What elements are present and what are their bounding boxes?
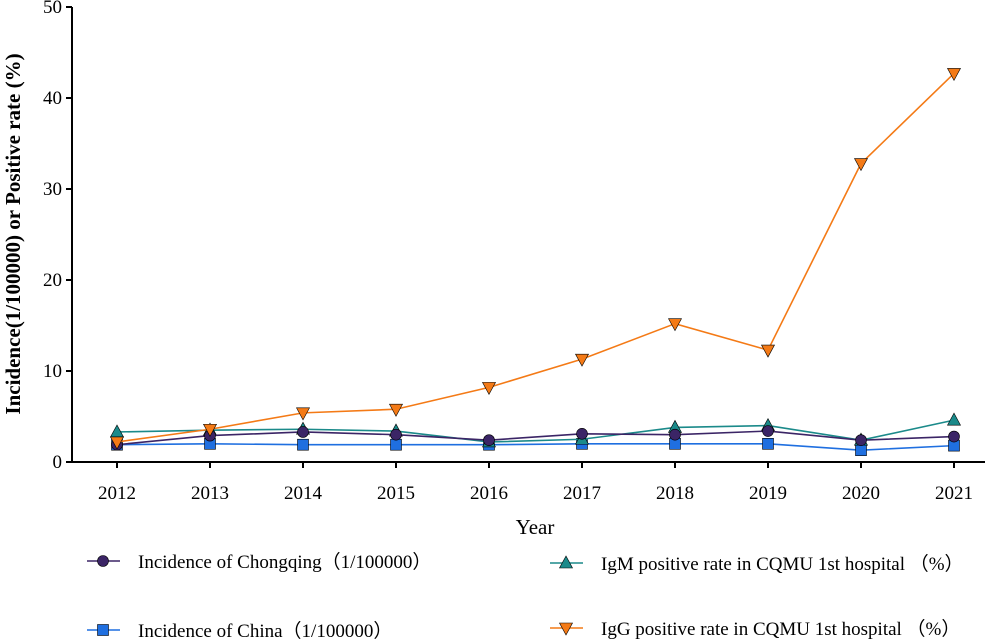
legend-marker — [97, 624, 109, 636]
series-line — [116, 442, 955, 451]
x-tick-label: 2014 — [284, 483, 323, 504]
y-tick-label: 30 — [43, 179, 62, 200]
data-point — [946, 68, 962, 82]
data-point — [853, 158, 869, 172]
data-point — [762, 425, 774, 437]
x-tick-label: 2012 — [98, 483, 136, 504]
data-point — [297, 438, 309, 451]
data-point — [388, 403, 404, 417]
data-point — [948, 430, 960, 443]
y-tick-label: 40 — [43, 88, 62, 109]
legend-label: Incidence of China（1/100000） — [138, 620, 392, 642]
x-tick-label: 2013 — [191, 483, 229, 504]
data-point — [390, 438, 402, 451]
y-tick-label: 0 — [53, 452, 63, 473]
x-tick-label: 2015 — [377, 483, 415, 504]
data-point — [669, 428, 681, 441]
data-point — [295, 407, 311, 421]
y-tick-label: 10 — [43, 361, 62, 382]
y-tick-label: 50 — [43, 0, 62, 18]
series-line — [116, 430, 955, 446]
legend-item: Incidence of Chongqing（1/100000） — [87, 551, 431, 573]
data-point — [855, 434, 867, 446]
axes: 0 10 20 30 40 50 2012 2013 2014 2015 2016 2017 2018 2… — [43, 0, 985, 504]
legend-item: IgG positive rate in CQMU 1st hospital （… — [550, 618, 960, 640]
series-layer — [109, 68, 962, 456]
legend-label: IgG positive rate in CQMU 1st hospital （… — [601, 618, 960, 640]
data-point — [297, 426, 309, 438]
data-point — [576, 427, 588, 440]
series-triangle-down — [109, 68, 962, 450]
x-tick-label: 2018 — [656, 483, 694, 504]
data-point — [390, 428, 402, 441]
data-point — [574, 353, 590, 367]
x-tick-label: 2016 — [470, 483, 508, 504]
legend-item: IgM positive rate in CQMU 1st hospital （… — [550, 553, 964, 575]
data-point — [762, 437, 774, 450]
series-circle — [111, 425, 960, 451]
legend-label: Incidence of Chongqing（1/100000） — [138, 551, 431, 573]
x-tick-label: 2017 — [563, 483, 601, 504]
x-tick-label: 2019 — [749, 483, 787, 504]
x-axis-title: Year — [516, 515, 555, 539]
legend-label: IgM positive rate in CQMU 1st hospital （… — [601, 553, 964, 575]
data-point — [202, 423, 218, 437]
series-triangle-up — [109, 412, 962, 448]
legend-marker — [558, 622, 574, 636]
data-point — [667, 318, 683, 332]
data-point — [109, 424, 125, 438]
x-tick-label: 2021 — [935, 483, 973, 504]
legend: Incidence of Chongqing（1/100000） IgM posi… — [87, 551, 964, 642]
data-point — [483, 434, 495, 446]
data-point — [760, 344, 776, 358]
y-tick-label: 20 — [43, 270, 62, 291]
legend-item: Incidence of China（1/100000） — [87, 620, 392, 642]
data-point — [481, 382, 497, 396]
series-line — [116, 419, 955, 443]
data-point — [109, 436, 125, 450]
data-point — [946, 412, 962, 426]
data-point — [855, 444, 867, 456]
y-axis-title: Incidence(1/100000) or Positive rate (%) — [1, 53, 25, 414]
legend-marker — [97, 555, 109, 567]
series-line — [116, 72, 955, 443]
x-tick-label: 2020 — [842, 483, 880, 504]
legend-marker — [558, 555, 574, 569]
